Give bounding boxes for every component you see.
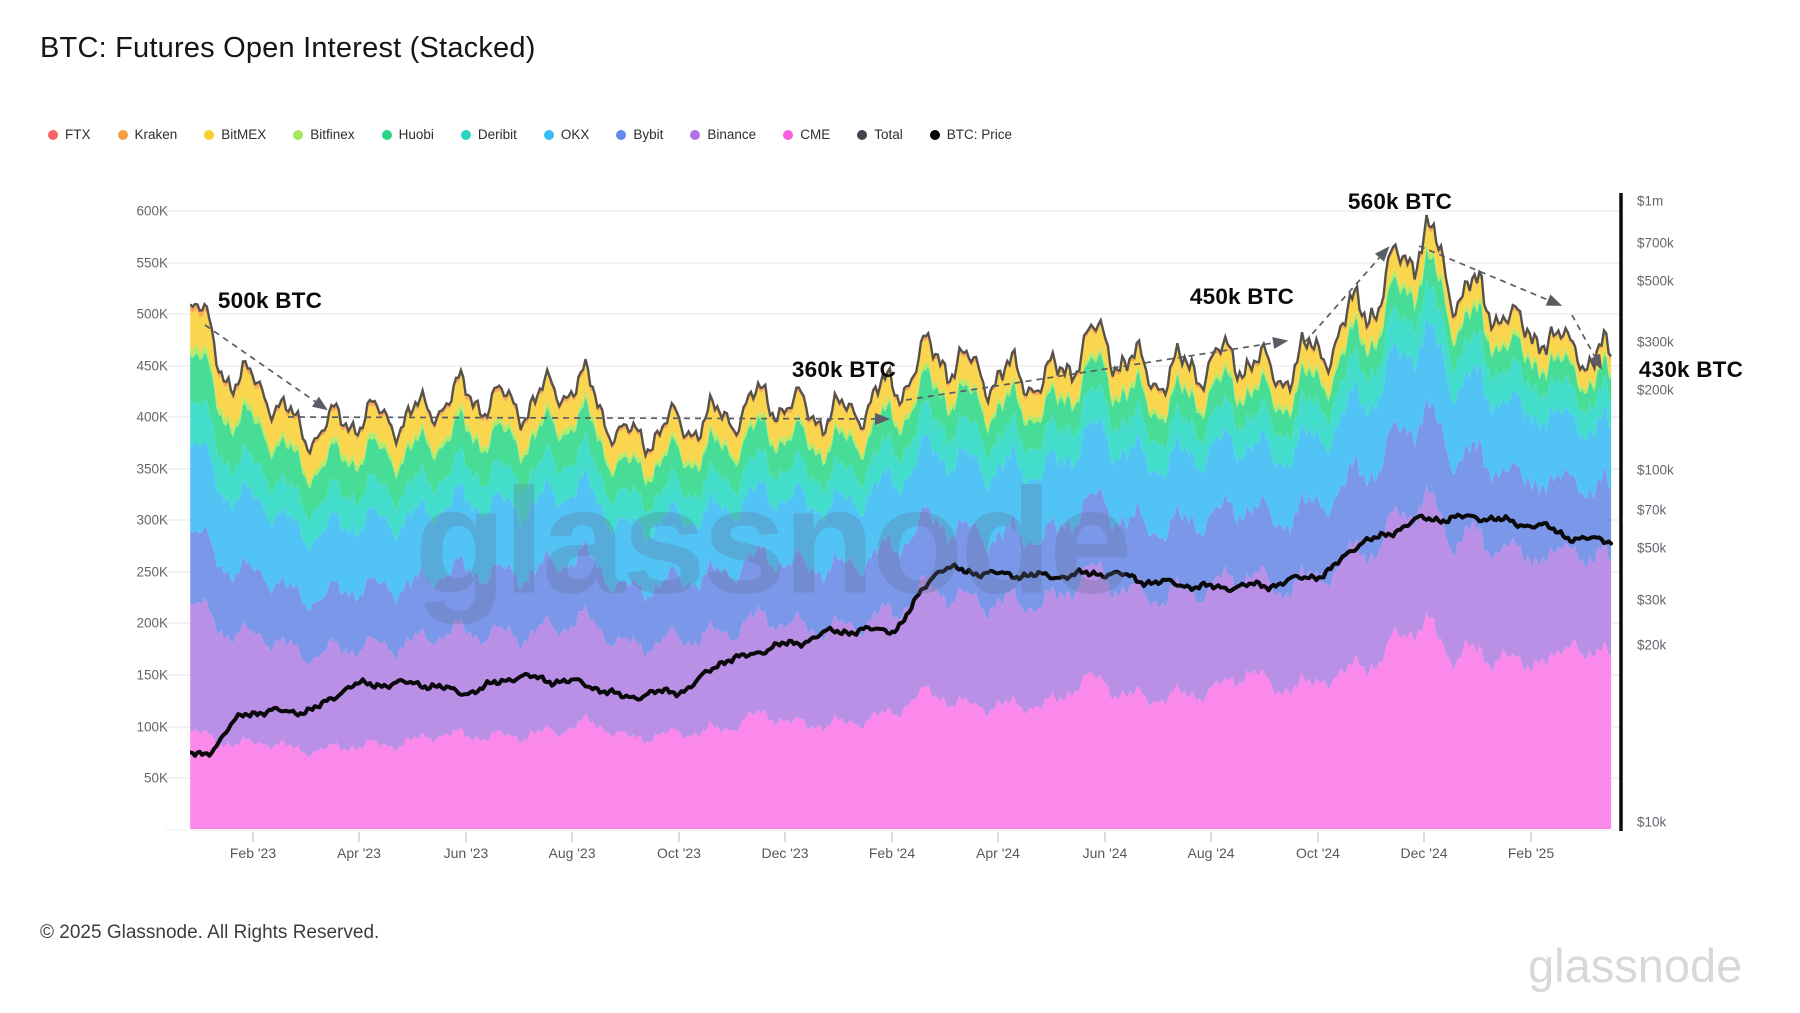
legend-item-kraken[interactable]: Kraken: [117, 127, 178, 142]
legend-item-total[interactable]: Total: [857, 127, 903, 142]
x-axis-tick-apr-24: Apr '24: [976, 845, 1020, 861]
x-axis-tick-jun-23: Jun '23: [443, 845, 489, 861]
legend-item-bitfinex[interactable]: Bitfinex: [293, 127, 355, 142]
left-axis-tick-350k: 350K: [136, 461, 168, 477]
area-binance: [190, 485, 1612, 757]
x-axis-tick-jun-24: Jun '24: [1082, 845, 1128, 861]
x-axis-tick-apr-23: Apr '23: [337, 845, 381, 861]
copyright-text: © 2025 Glassnode. All Rights Reserved.: [40, 922, 380, 943]
x-axis-tick-dec-24: Dec '24: [1400, 845, 1448, 861]
annotation-arrow-5: [1418, 245, 1563, 306]
legend-label: Binance: [707, 127, 757, 142]
legend-dot: [117, 129, 128, 140]
legend-item-bitmex[interactable]: BitMEX: [204, 127, 266, 142]
area-bybit: [190, 396, 1612, 665]
legend-dot: [48, 129, 58, 140]
x-axis-tick-oct-23: Oct '23: [657, 845, 701, 861]
right-axis-tick-300k: $300k: [1637, 334, 1674, 350]
legend-dot: [204, 129, 215, 140]
right-axis-tick-30k: $30k: [1637, 592, 1667, 608]
area-cme: [190, 612, 1612, 829]
left-axis-tick-550k: 550K: [136, 255, 168, 271]
x-axis-tick-aug-24: Aug '24: [1187, 845, 1235, 861]
legend-label: Huobi: [398, 127, 434, 142]
legend-label: Bybit: [633, 127, 664, 142]
right-axis-tick-70k: $70k: [1637, 502, 1667, 518]
legend-item-btc-price[interactable]: BTC: Price: [929, 127, 1012, 142]
legend-label: FTX: [65, 127, 91, 142]
legend-dot: [857, 129, 868, 140]
legend-item-deribit[interactable]: Deribit: [460, 127, 517, 142]
legend-item-okx[interactable]: OKX: [543, 127, 590, 142]
x-axis-tick-feb-24: Feb '24: [868, 845, 916, 861]
left-axis-tick-250k: 250K: [136, 564, 168, 580]
annotation-430k-btc: 430k BTC: [1638, 357, 1744, 382]
annotation-arrow-4: [1304, 246, 1390, 343]
right-axis-tick-10k: $10k: [1637, 814, 1667, 830]
glassnode-logo: glassnode: [1528, 939, 1743, 992]
annotation-arrow-1: [204, 324, 328, 411]
page-title: BTC: Futures Open Interest (Stacked): [40, 32, 536, 64]
right-axis-tick-1m: $1m: [1637, 193, 1664, 209]
annotation-arrow-3: [905, 336, 1289, 401]
legend-dot: [460, 129, 471, 140]
left-axis-tick-600k: 600K: [136, 203, 168, 219]
left-axis-tick-50k: 50K: [143, 770, 168, 786]
left-axis-tick-100k: 100K: [136, 719, 168, 735]
legend-dot: [381, 129, 392, 140]
area-okx: [190, 314, 1612, 611]
area-deribit: [190, 276, 1612, 551]
legend: FTX Kraken BitMEX Bitfinex Huobi Deribit OKX By…: [48, 127, 1012, 142]
left-axis-tick-200k: 200K: [136, 615, 168, 631]
stacked-areas: [190, 215, 1612, 829]
left-axis-tick-400k: 400K: [136, 409, 168, 425]
legend-item-huobi[interactable]: Huobi: [381, 127, 434, 142]
legend-dot: [929, 129, 940, 140]
annotation-560k-btc: 560k BTC: [1347, 189, 1453, 214]
legend-label: Bitfinex: [310, 127, 355, 142]
x-axis-tick-oct-24: Oct '24: [1296, 845, 1340, 861]
legend-dot: [616, 129, 627, 140]
left-axis-tick-300k: 300K: [136, 512, 168, 528]
legend-dot: [543, 129, 554, 140]
legend-label: Kraken: [134, 127, 178, 142]
legend-item-ftx[interactable]: FTX: [48, 127, 91, 142]
legend-label: BitMEX: [221, 127, 267, 142]
annotation-arrow-2: [287, 412, 891, 426]
legend-label: BTC: Price: [946, 127, 1012, 142]
right-axis-tick-200k: $200k: [1637, 382, 1674, 398]
x-axis-tick-feb-25: Feb '25: [1507, 845, 1555, 861]
legend-label: Deribit: [477, 127, 517, 142]
right-axis-tick-20k: $20k: [1637, 637, 1667, 653]
right-axis-tick-100k: $100k: [1637, 462, 1674, 478]
total-line: [190, 214, 1613, 460]
legend-label: CME: [800, 127, 831, 142]
legend-dot: [690, 129, 701, 140]
x-axis-tick-feb-23: Feb '23: [229, 845, 277, 861]
right-axis-tick-500k: $500k: [1637, 273, 1674, 289]
legend-label: OKX: [560, 127, 590, 142]
left-axis-tick-150k: 150K: [136, 667, 168, 683]
right-axis-tick-700k: $700k: [1637, 235, 1674, 251]
legend-dot: [293, 129, 304, 140]
legend-item-bybit[interactable]: Bybit: [616, 127, 663, 142]
annotation-360k-btc: 360k BTC: [791, 357, 897, 382]
annotation-450k-btc: 450k BTC: [1189, 284, 1295, 309]
x-axis-tick-dec-23: Dec '23: [761, 845, 809, 861]
btc-price-line: [190, 512, 1614, 758]
legend-item-binance[interactable]: Binance: [690, 127, 756, 142]
legend-dot: [783, 129, 794, 140]
x-axis-tick-aug-23: Aug '23: [548, 845, 596, 861]
right-axis-tick-50k: $50k: [1637, 540, 1667, 556]
legend-label: Total: [874, 127, 903, 142]
annotation-500k-btc: 500k BTC: [217, 288, 323, 313]
legend-item-cme[interactable]: CME: [783, 127, 830, 142]
left-axis-tick-500k: 500K: [136, 306, 168, 322]
left-axis-tick-450k: 450K: [136, 358, 168, 374]
